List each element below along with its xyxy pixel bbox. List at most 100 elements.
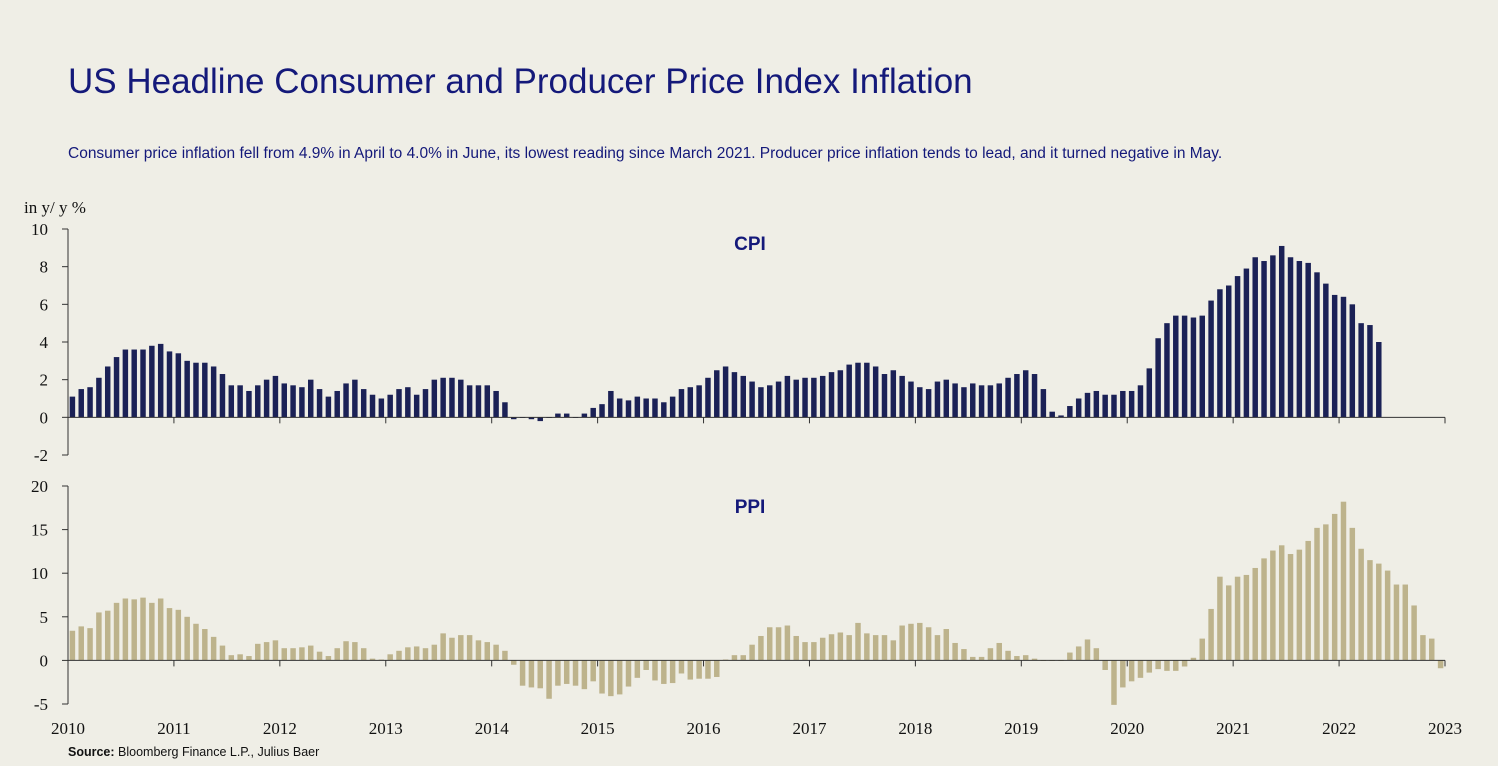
x-tick-label: 2012 bbox=[263, 719, 297, 738]
cpi-bar bbox=[528, 417, 535, 420]
ppi-bar bbox=[661, 660, 667, 684]
cpi-bar bbox=[413, 394, 420, 418]
ppi-bar bbox=[1208, 608, 1214, 661]
cpi-bar bbox=[1031, 374, 1038, 418]
cpi-bar bbox=[1270, 255, 1276, 418]
cpi-bar bbox=[228, 385, 235, 418]
ppi-bar bbox=[872, 635, 879, 661]
ppi-bar bbox=[1128, 660, 1135, 682]
ppi-bar bbox=[149, 602, 155, 661]
cpi-bar bbox=[961, 387, 967, 418]
ppi-bar bbox=[272, 640, 279, 661]
cpi-bar bbox=[281, 383, 287, 418]
ppi-bar bbox=[608, 660, 614, 697]
cpi-bar bbox=[122, 349, 129, 418]
cpi-bar bbox=[722, 366, 729, 418]
ppi-bar bbox=[899, 625, 905, 661]
ppi-bar bbox=[1323, 524, 1329, 661]
ppi-bar bbox=[714, 660, 720, 677]
ppi-bar bbox=[263, 642, 270, 661]
ppi-bar bbox=[466, 635, 473, 661]
cpi-bar bbox=[1181, 315, 1188, 418]
cpi-bar bbox=[1199, 315, 1205, 418]
cpi-bar bbox=[202, 362, 208, 418]
ppi-bar bbox=[1031, 658, 1038, 661]
cpi-bar bbox=[934, 381, 941, 418]
cpi-bar bbox=[599, 404, 605, 418]
cpi-bar bbox=[987, 385, 994, 418]
cpi-bar bbox=[166, 351, 173, 418]
cpi-bar bbox=[396, 389, 402, 418]
cpi-bar bbox=[378, 398, 385, 418]
cpi-bar bbox=[493, 390, 499, 418]
cpi-bar bbox=[96, 377, 102, 418]
ppi-bar bbox=[1384, 570, 1391, 661]
cpi-bar bbox=[1146, 368, 1153, 418]
cpi-bar bbox=[714, 370, 720, 418]
ppi-bar bbox=[678, 660, 685, 674]
ppi-bars bbox=[69, 501, 1444, 705]
cpi-bar bbox=[705, 377, 711, 418]
cpi-bar bbox=[184, 360, 190, 418]
ppi-bar bbox=[1022, 655, 1029, 661]
cpi-bar bbox=[775, 381, 782, 418]
cpi-bar bbox=[1022, 370, 1029, 418]
ppi-bar bbox=[581, 660, 588, 690]
cpi-bar bbox=[1014, 374, 1020, 418]
cpi-bar bbox=[1075, 398, 1082, 418]
cpi-bar bbox=[1093, 390, 1100, 418]
cpi-bar bbox=[1217, 289, 1223, 418]
ppi-bar bbox=[1173, 660, 1179, 671]
cpi-bar bbox=[1278, 245, 1285, 418]
cpi-bar bbox=[131, 349, 137, 418]
ppi-bar bbox=[1226, 585, 1232, 661]
cpi-bar bbox=[970, 383, 976, 418]
cpi-bar bbox=[1358, 323, 1364, 418]
source-note: Source: Bloomberg Finance L.P., Julius B… bbox=[68, 745, 319, 759]
ppi-bar bbox=[166, 608, 173, 661]
ppi-bar bbox=[767, 627, 773, 661]
ppi-bar bbox=[528, 660, 535, 688]
cpi-bar bbox=[908, 381, 914, 418]
cpi-bar bbox=[1243, 268, 1250, 418]
cpi-bar bbox=[343, 383, 349, 418]
ppi-bar bbox=[643, 660, 649, 670]
ppi-bar bbox=[387, 654, 393, 661]
ppi-bar bbox=[1287, 554, 1294, 661]
x-tick-label: 2016 bbox=[687, 719, 721, 738]
cpi-bar bbox=[405, 387, 411, 418]
cpi-panel-title: CPI bbox=[734, 234, 766, 255]
ppi-bar bbox=[996, 642, 1002, 661]
x-tick-label: 2017 bbox=[792, 719, 827, 738]
cpi-bar bbox=[687, 387, 694, 418]
ppi-y-tick-label: 5 bbox=[40, 608, 49, 627]
ppi-bar bbox=[705, 660, 711, 679]
source-label: Source: bbox=[68, 745, 115, 759]
page-title: US Headline Consumer and Producer Price … bbox=[68, 62, 973, 101]
cpi-bar bbox=[1340, 296, 1347, 418]
cpi-bar bbox=[1296, 261, 1303, 418]
ppi-bar bbox=[616, 660, 623, 695]
cpi-bar bbox=[210, 366, 217, 418]
cpi-bar bbox=[272, 375, 279, 418]
cpi-bar bbox=[466, 385, 473, 418]
ppi-bar bbox=[1102, 660, 1108, 670]
ppi-bar bbox=[484, 642, 491, 661]
cpi-bar bbox=[1102, 394, 1108, 418]
cpi-bar bbox=[316, 389, 323, 418]
ppi-bar bbox=[1340, 501, 1347, 661]
ppi-bar bbox=[793, 635, 799, 661]
ppi-bar bbox=[334, 648, 340, 661]
ppi-bar bbox=[1155, 660, 1161, 670]
ppi-bar bbox=[308, 645, 314, 661]
ppi-bar bbox=[934, 635, 941, 661]
cpi-bar bbox=[78, 389, 84, 418]
cpi-bar bbox=[1128, 390, 1135, 418]
cpi-bar bbox=[1111, 394, 1117, 418]
ppi-bar bbox=[1093, 648, 1100, 661]
ppi-panel: -5 0 5 10 15 20 PPI bbox=[31, 477, 1446, 714]
ppi-bar bbox=[369, 658, 376, 661]
ppi-bar bbox=[775, 627, 782, 661]
ppi-bar bbox=[784, 625, 791, 661]
ppi-bar bbox=[1181, 660, 1188, 667]
